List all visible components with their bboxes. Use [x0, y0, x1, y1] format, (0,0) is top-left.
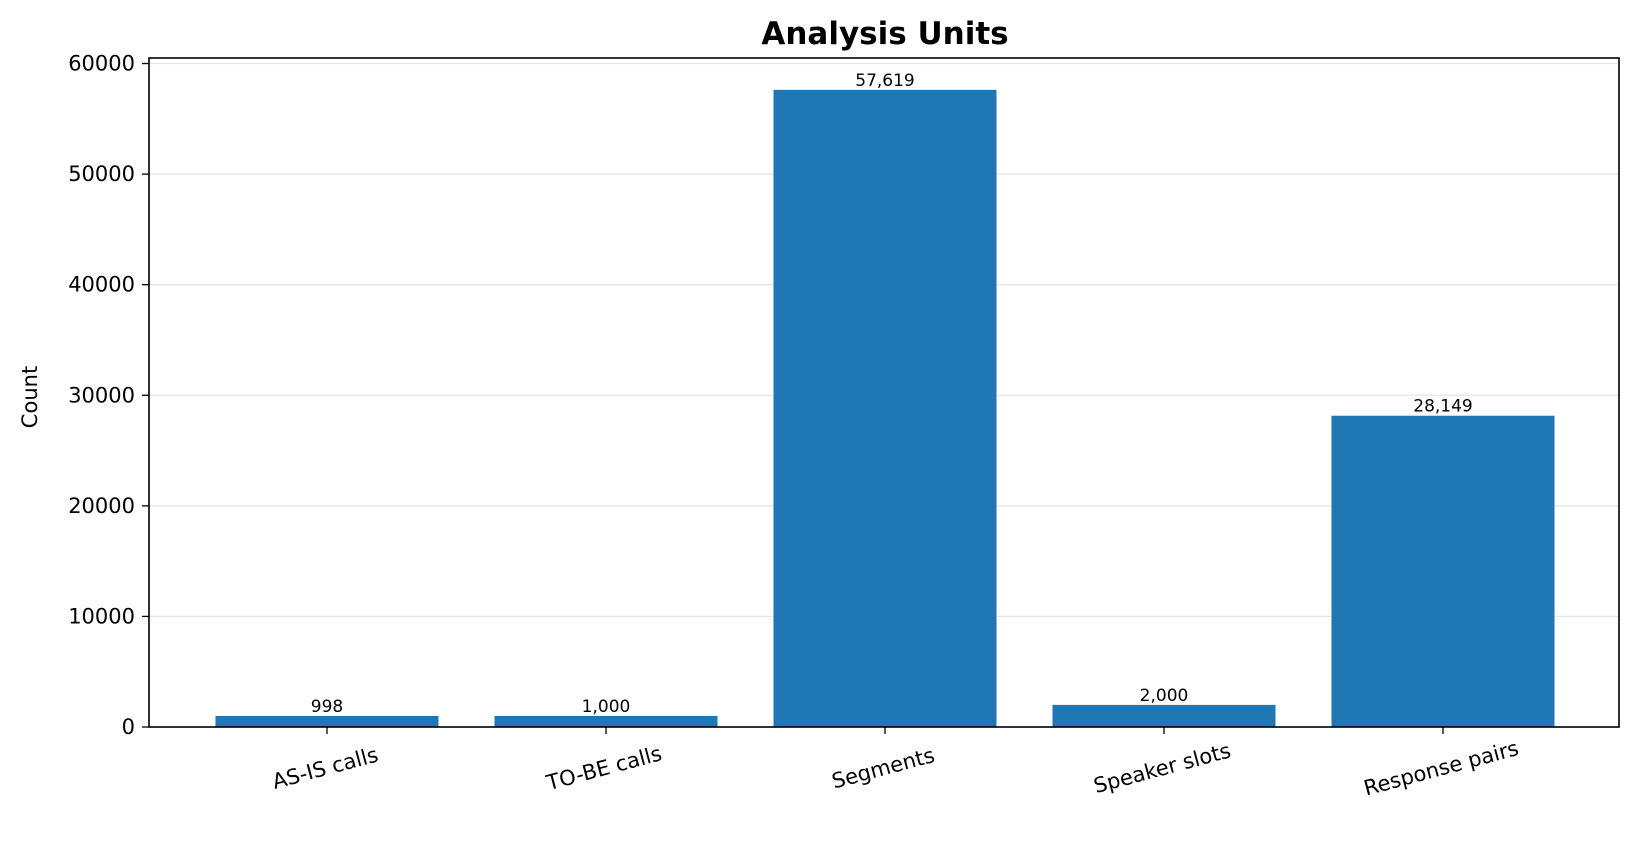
x-tick-label: Speaker slots [1091, 738, 1233, 798]
y-axis-label: Count [18, 366, 42, 428]
y-tick-label: 20000 [68, 494, 135, 518]
x-axis-ticks: AS-IS calls TO-BE calls Segments Speaker sl… [270, 727, 1521, 800]
y-tick-label: 0 [122, 715, 135, 739]
bars [215, 89, 1555, 727]
y-tick-label: 60000 [68, 52, 135, 76]
bar-value-label: 2,000 [1140, 686, 1189, 706]
y-tick-label: 40000 [68, 273, 135, 297]
plot-frame [148, 57, 1620, 728]
bar [1331, 415, 1555, 727]
x-tick-label: Segments [829, 743, 937, 793]
x-tick-label: AS-IS calls [270, 743, 381, 794]
x-tick-label: TO-BE calls [543, 741, 664, 795]
y-tick-label: 50000 [68, 162, 135, 186]
bar [1052, 704, 1276, 727]
chart-title: Analysis Units [761, 16, 1008, 52]
bar [215, 715, 439, 727]
bar-value-label: 998 [311, 697, 343, 717]
bar-value-label: 28,149 [1413, 397, 1472, 417]
bar [773, 89, 997, 727]
bar-value-label: 1,000 [582, 697, 631, 717]
bar-value-labels: 998 1,000 57,619 2,000 28,149 [311, 71, 1473, 717]
y-tick-label: 30000 [68, 383, 135, 407]
bar [494, 715, 718, 727]
bar-value-label: 57,619 [855, 71, 914, 91]
x-tick-label: Response pairs [1361, 736, 1521, 800]
y-axis-ticks: 0 10000 20000 30000 40000 50000 60000 [68, 52, 149, 739]
axes [148, 57, 1620, 728]
y-tick-label: 10000 [68, 604, 135, 628]
